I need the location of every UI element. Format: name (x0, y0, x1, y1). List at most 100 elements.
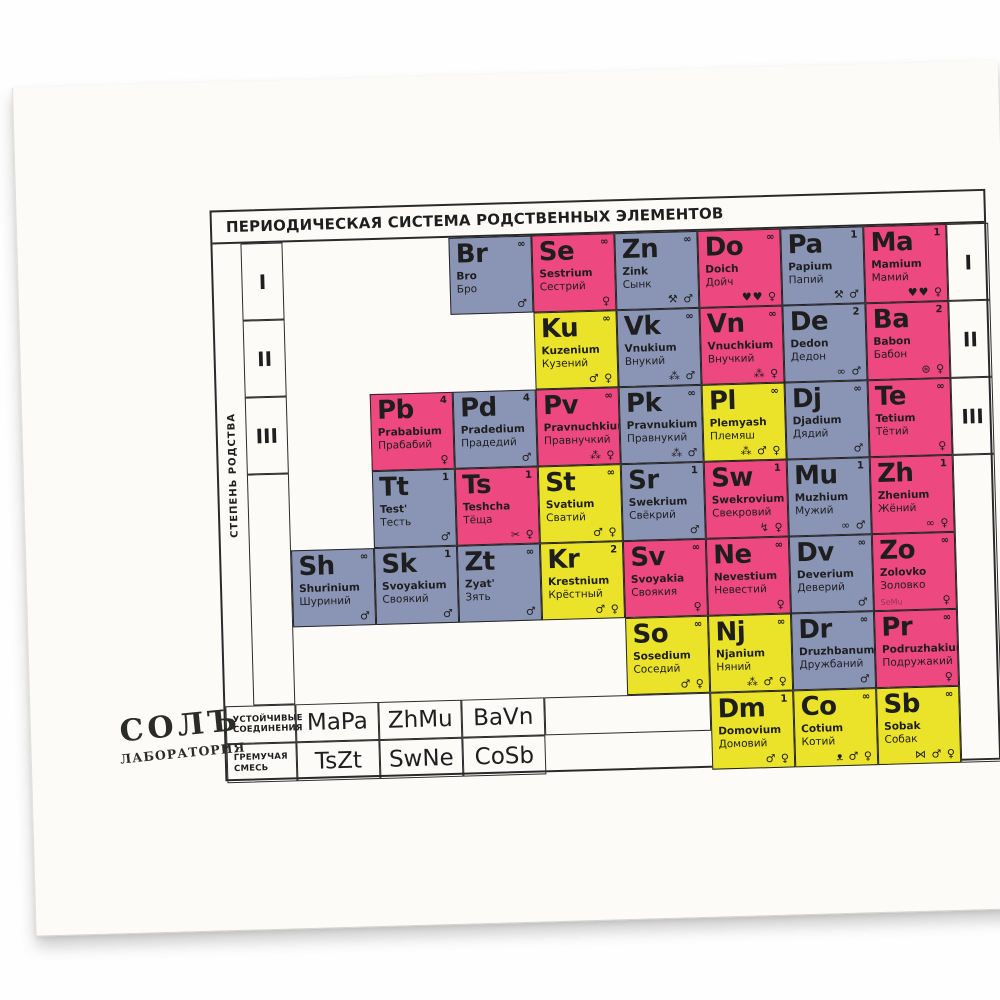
element-badge: 4 (522, 392, 531, 404)
element-badge: ∞ (853, 383, 862, 395)
element-cyrillic-name: Крёстный (548, 587, 603, 602)
element-cell-De: 2 De Dedon Дедон ∞ ♂ (782, 303, 868, 383)
element-icons: ♀ (440, 452, 450, 467)
element-cyrillic-name: Кузений (541, 356, 589, 371)
element-cell-Dj: ∞ Dj Djadium Дядий ♂ (784, 380, 870, 460)
row-numeral-right: III (950, 376, 995, 455)
element-cyrillic-name: Бабон (873, 348, 908, 361)
element-cell-Mu: 1 Mu Muzhium Мужий ∞ ♂ (786, 457, 872, 537)
element-cell-Pd: 4 Pd Pradedium Прадедий ♂ (452, 389, 538, 469)
element-badge: ∞ (768, 308, 777, 320)
element-badge: 1 (939, 458, 948, 470)
element-cell-St: ∞ St Svatium Сватий ♂ ♀ (537, 464, 623, 544)
element-cyrillic-name: Папий (788, 273, 824, 287)
element-badge: ∞ (359, 551, 369, 563)
row-numeral-left: II (242, 319, 287, 398)
element-badge: 1 (441, 471, 450, 484)
element-latin-name: Svoyakium (381, 579, 447, 594)
element-cell-Vk: ∞ Vk Vnukium Внукий ⁂ ♂ (616, 307, 702, 388)
element-badge: ∞ (604, 390, 613, 402)
element-cyrillic-name: Котий (801, 735, 836, 749)
element-cell-Zn: ∞ Zn Zink Сынк ⚒ ♂ (614, 230, 700, 311)
element-badge: 1 (780, 693, 788, 705)
element-icons: ♂ (517, 296, 529, 310)
element-cell-Sh: ∞ Sh Shurinium Шуриний ♂ (291, 548, 377, 628)
element-icons: ♥♥ ♀ (907, 285, 944, 300)
element-latin-name: Prababium (377, 425, 443, 440)
element-badge: ∞ (600, 236, 609, 248)
element-cyrillic-name: Соседий (633, 662, 681, 676)
element-icons: ⁂ ♂ (668, 369, 697, 383)
element-icons: ♂ (442, 606, 455, 621)
element-badge: ∞ (691, 541, 701, 554)
element-cell-Vn: ∞ Vn Vnuchkium Внучкий ⁂ ♀ (699, 305, 785, 385)
element-icons: ♂ ♀ (588, 371, 614, 386)
element-cell-Zt: ∞ Zt Zyat' Зять ♂ (456, 543, 543, 623)
legend-formula-ZhMu: ZhMu (378, 699, 463, 740)
element-latin-name: Pradedium (460, 423, 526, 437)
element-icons: ♂ (359, 609, 372, 623)
element-badge: ∞ (683, 234, 692, 246)
element-cyrillic-name: Свекровий (711, 505, 772, 520)
element-cell-Pl: ∞ Pl Plemyash Племяш ⁂ ♂ ♀ (701, 382, 787, 462)
element-icons: ∞ ♂ (836, 364, 863, 379)
element-cell-Sw: 1 Sw Swekrovium Свекровий ↯ ♀ (703, 459, 789, 539)
element-badge: 1 (444, 548, 452, 561)
element-cyrillic-name: Внукий (624, 354, 666, 368)
element-cell-Sv: ∞ Sv Svoyakia Своякия ♀ (622, 538, 709, 619)
element-badge: ∞ (525, 546, 535, 558)
element-cyrillic-name: Тёща (463, 513, 493, 527)
element-badge: ∞ (942, 611, 952, 624)
element-badge: 1 (690, 464, 699, 477)
element-icons: ∞ ♂ (840, 518, 867, 533)
element-icons: ♂ (853, 441, 865, 455)
row-numeral-left: I (240, 242, 285, 321)
element-icons: ⋈ ♂ ♀ (914, 746, 957, 762)
element-cyrillic-name: Своякий (382, 592, 429, 606)
legend-formula-CoSb: CoSb (462, 735, 547, 777)
element-icons: ⚒ ♂ (667, 292, 695, 306)
element-badge: 1 (856, 460, 865, 472)
element-cell-Ts: 1 Ts Teshcha Тёща ✂ ♀ (454, 466, 540, 546)
element-latin-name: Vnuchkium (707, 339, 774, 353)
element-icons: ⁂ ♀ (589, 448, 616, 463)
element-icons: ♂ (440, 529, 452, 544)
element-cell-Pr: ∞ Pr Podruzhakium Подружакий ♀ (873, 608, 960, 689)
element-badge: 1 (524, 469, 533, 481)
element-badge: ∞ (765, 231, 775, 243)
row-numeral-right: II (948, 299, 993, 378)
element-cell-Sk: 1 Sk Svoyakium Своякий ♂ (373, 545, 460, 626)
element-cell-Dr: ∞ Dr Druzhbanum Дружбаний ♂ (790, 611, 877, 691)
element-badge: ∞ (770, 385, 779, 397)
element-icons: ♀ (693, 599, 703, 614)
element-cell-Sr: 1 Sr Swekrium Свёкрий ♂ (620, 461, 706, 542)
element-cell-Pa: 1 Pa Papium Папий ⚒ ♂ (780, 226, 866, 306)
element-cell-So: ∞ So Sosedium Соседий ♂ ♀ (625, 615, 711, 696)
element-icons: ♂ (525, 604, 537, 618)
element-cyrillic-name: Дойч (705, 275, 734, 289)
element-cyrillic-name: Внучкий (707, 352, 755, 366)
element-icons: ♀ (944, 669, 954, 684)
legend-formula-MaPa: MaPa (295, 702, 380, 743)
element-cyrillic-name: Сынк (622, 278, 652, 291)
periodic-card: ПЕРИОДИЧЕСКАЯ СИСТЕМА РОДСТВЕННЫХ ЭЛЕМЕН… (12, 60, 1000, 937)
element-cyrillic-name: Прадедий (460, 435, 517, 450)
element-cyrillic-name: Зять (465, 590, 491, 604)
element-icons: ⁂ ♀ (753, 366, 780, 381)
row-numeral-right: I (946, 222, 991, 301)
element-cell-Br: ∞ Br Bro Бро ♂ (448, 235, 534, 315)
element-icons: ⚒ ♂ (833, 287, 861, 302)
element-cyrillic-name: Правнучкий (543, 433, 611, 448)
element-cyrillic-name: Жёний (877, 501, 917, 515)
element-cyrillic-name: Мужий (794, 504, 834, 518)
element-icons: ⁂ ♂ (670, 445, 699, 460)
element-cyrillic-name: Няний (716, 660, 752, 674)
element-icons: ♂ ♀ (765, 751, 791, 766)
element-latin-name: Swekrovium (711, 492, 785, 507)
element-cell-Ba: 2 Ba Babon Бабон ⊛ ♀ (865, 300, 951, 381)
element-badge: ∞ (861, 691, 871, 703)
element-badge: 1 (773, 462, 782, 474)
element-badge: ∞ (517, 238, 526, 250)
element-badge: ∞ (687, 388, 696, 400)
element-badge: ∞ (693, 618, 703, 631)
